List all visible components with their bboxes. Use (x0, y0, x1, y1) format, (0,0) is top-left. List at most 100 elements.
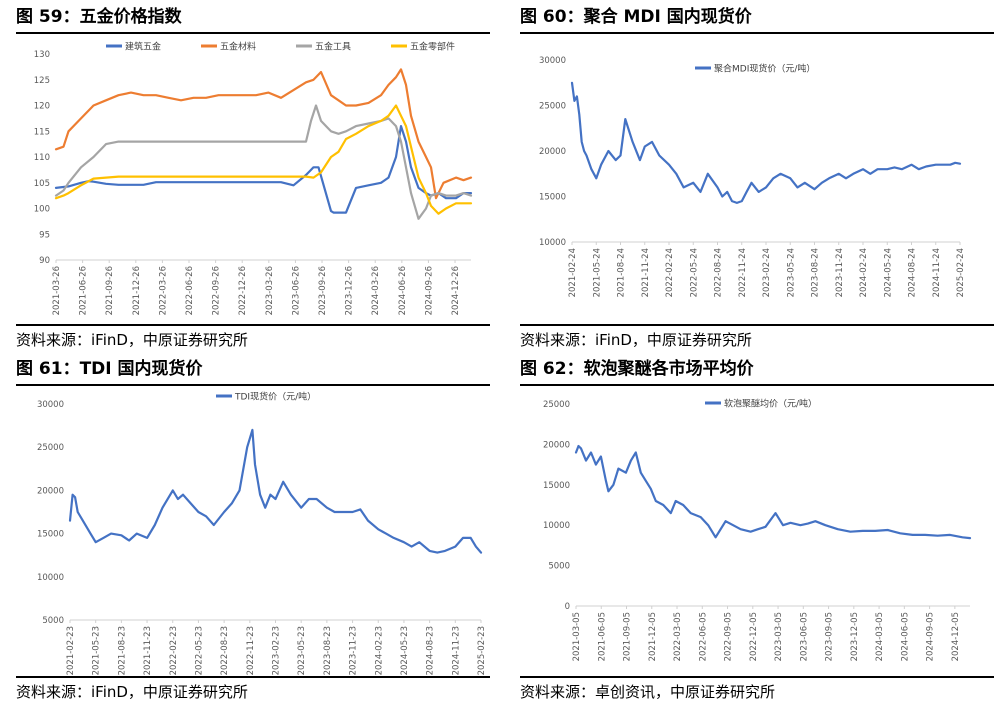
y-tick-label: 30000 (37, 400, 64, 410)
x-tick-label: 2021-03-26 (52, 266, 62, 315)
x-tick-label: 2022-08-24 (714, 248, 724, 297)
x-tick-label: 2023-08-24 (811, 248, 821, 297)
y-tick-label: 130 (34, 50, 50, 60)
x-tick-label: 2021-08-23 (117, 626, 127, 675)
y-tick-label: 100 (34, 205, 50, 215)
x-tick-label: 2022-02-23 (169, 626, 179, 675)
title-divider (520, 32, 994, 34)
chart-source: 资料来源：iFinD，中原证券研究所 (16, 683, 248, 701)
legend-entry: TDI现货价（元/吨） (234, 391, 316, 403)
polyether-price-chart: 0 5000 10000 15000 20000 25000 2021-03-05 2021-… (543, 398, 972, 661)
hardware-index-chart: 90 95 100 105 110 115 120 125 130 2021-03-26 2021-… (34, 41, 473, 315)
y-tick-label: 0 (565, 602, 570, 612)
y-tick-label: 30000 (539, 56, 566, 66)
x-tick-label: 2023-09-26 (318, 266, 328, 315)
x-tick-label: 2024-05-24 (883, 248, 893, 297)
mdi-price-chart: 10000 15000 20000 25000 30000 2021-02-24 2021-… (539, 56, 966, 297)
x-tick-label: 2024-03-26 (371, 266, 381, 315)
series-line-0 (54, 125, 473, 214)
panel-tdi-price: 图 61：TDI 国内现货价 5000 10000 15000 20000 25000 3… (16, 354, 490, 709)
panel-hardware-index: 图 59：五金价格指数 90 95 100 105 110 115 120 125 130 202… (16, 2, 490, 357)
y-tick-label: 5000 (42, 616, 64, 626)
x-tick-label: 2021-02-23 (66, 626, 76, 675)
x-tick-label: 2023-05-24 (786, 248, 796, 297)
x-tick-label: 2021-12-26 (132, 266, 142, 315)
x-tick-label: 2023-12-26 (345, 266, 355, 315)
x-tick-label: 2024-02-23 (374, 626, 384, 675)
x-tick-label: 2023-09-05 (825, 612, 835, 661)
x-tick-label: 2022-06-05 (698, 612, 708, 661)
x-tick-label: 2021-11-23 (143, 626, 153, 675)
x-tick-label: 2021-09-26 (105, 266, 115, 315)
legend-entry: 建筑五金 (125, 41, 161, 53)
chart-title: 图 60：聚合 MDI 国内现货价 (520, 7, 752, 27)
x-tick-label: 2024-11-24 (932, 248, 942, 297)
x-tick-label: 2022-03-26 (158, 266, 168, 315)
y-tick-label: 20000 (543, 440, 570, 450)
x-tick-label: 2022-05-23 (194, 626, 204, 675)
x-tick-label: 2022-09-26 (212, 266, 222, 315)
x-tick-label: 2024-11-23 (451, 626, 461, 675)
series-line-1 (54, 68, 473, 200)
series-line-0 (68, 428, 483, 554)
x-tick-label: 2025-02-23 (477, 626, 487, 675)
panel-mdi-price: 图 60：聚合 MDI 国内现货价 10000 15000 20000 25000 30… (520, 2, 994, 357)
x-tick-label: 2022-08-23 (220, 626, 230, 675)
title-divider (16, 384, 490, 386)
y-tick-label: 15000 (37, 530, 64, 540)
x-tick-label: 2024-06-26 (398, 266, 408, 315)
x-tick-label: 2022-05-24 (689, 248, 699, 297)
y-tick-label: 90 (39, 256, 50, 266)
x-tick-label: 2023-12-05 (850, 612, 860, 661)
x-tick-label: 2024-12-05 (951, 612, 961, 661)
chart-title: 图 59：五金价格指数 (16, 7, 182, 27)
series-line-3 (54, 104, 473, 215)
chart-title: 图 61：TDI 国内现货价 (16, 359, 203, 379)
x-tick-label: 2022-12-05 (749, 612, 759, 661)
y-tick-label: 10000 (543, 521, 570, 531)
legend-entry: 五金材料 (220, 41, 256, 53)
y-tick-label: 105 (34, 179, 50, 189)
y-tick-label: 15000 (539, 193, 566, 203)
tdi-price-chart: 5000 10000 15000 20000 25000 30000 2021-02-23 2… (37, 391, 487, 676)
y-tick-label: 125 (34, 76, 50, 86)
x-tick-label: 2022-11-23 (246, 626, 256, 675)
x-tick-label: 2022-12-26 (238, 266, 248, 315)
y-tick-label: 5000 (548, 562, 570, 572)
x-tick-label: 2024-09-26 (424, 266, 434, 315)
x-tick-label: 2023-02-24 (762, 248, 772, 297)
series-line-2 (54, 104, 473, 220)
x-tick-label: 2023-05-23 (297, 626, 307, 675)
legend-entry: 聚合MDI现货价（元/吨） (714, 63, 815, 75)
legend-entry: 软泡聚醚均价（元/吨） (724, 398, 817, 410)
x-tick-label: 2021-05-24 (592, 248, 602, 297)
x-tick-label: 2021-03-05 (572, 612, 582, 661)
x-tick-label: 2024-12-26 (451, 266, 461, 315)
x-tick-label: 2024-02-24 (859, 248, 869, 297)
legend-entry: 五金零部件 (410, 41, 455, 53)
x-tick-label: 2023-06-26 (291, 266, 301, 315)
y-tick-label: 95 (39, 230, 50, 240)
series-line-0 (574, 444, 972, 540)
x-tick-label: 2025-02-24 (956, 248, 966, 297)
y-tick-label: 20000 (37, 486, 64, 496)
chart-title: 图 62：软泡聚醚各市场平均价 (520, 359, 754, 379)
y-tick-label: 10000 (539, 238, 566, 248)
chart-source: 资料来源：iFinD，中原证券研究所 (520, 331, 752, 349)
x-tick-label: 2023-02-23 (272, 626, 282, 675)
y-tick-label: 25000 (539, 102, 566, 112)
source-divider (520, 676, 994, 678)
x-tick-label: 2021-11-24 (641, 248, 651, 297)
x-tick-label: 2023-03-26 (265, 266, 275, 315)
y-tick-label: 25000 (37, 443, 64, 453)
x-tick-label: 2021-09-05 (623, 612, 633, 661)
x-tick-label: 2021-02-24 (568, 248, 578, 297)
x-tick-label: 2024-06-05 (900, 612, 910, 661)
series-line-0 (570, 81, 962, 204)
title-divider (520, 384, 994, 386)
y-tick-label: 25000 (543, 400, 570, 410)
x-tick-label: 2021-06-05 (597, 612, 607, 661)
x-tick-label: 2023-03-05 (774, 612, 784, 661)
x-tick-label: 2022-06-26 (185, 266, 195, 315)
y-tick-label: 115 (34, 127, 50, 137)
